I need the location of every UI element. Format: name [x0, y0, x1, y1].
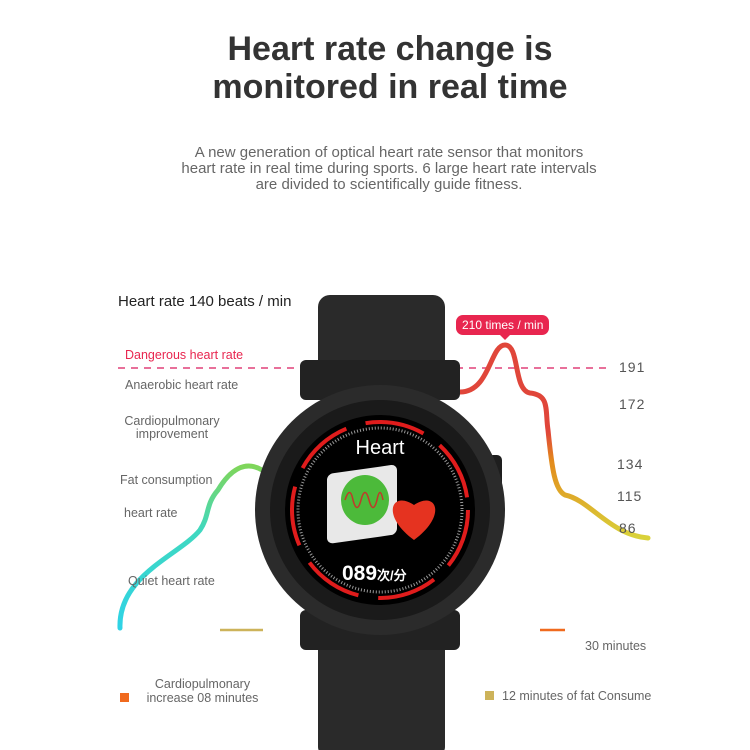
zone-text: Cardiopulmonary: [124, 414, 220, 428]
right-heart-rate-curve: [457, 342, 651, 541]
value-134: 134: [617, 456, 644, 472]
legend-cardio: Cardiopulmonary increase 08 minutes: [140, 677, 265, 705]
description-line: A new generation of optical heart rate s…: [194, 144, 584, 161]
description-line: heart rate in real time during sports. 6…: [181, 160, 597, 177]
peak-rate-bubble: 210 times / min: [456, 315, 550, 340]
zone-heart-rate: heart rate: [124, 506, 178, 520]
headline: Heart rate change is monitored in real ti…: [0, 30, 750, 106]
reading-unit: 次/分: [377, 568, 407, 583]
value-191: 191: [619, 359, 646, 375]
description-line: are divided to scientifically guide fitn…: [255, 176, 523, 193]
screen-title: Heart: [355, 437, 405, 459]
legend-swatch-cardio: [120, 693, 129, 702]
description: A new generation of optical heart rate s…: [0, 145, 750, 193]
headline-line: Heart rate change is: [227, 30, 553, 68]
zone-cardiopulmonary: Cardiopulmonary improvement: [122, 415, 222, 441]
screen-reading: 089次/分: [342, 562, 407, 586]
reading-value: 089: [342, 562, 378, 585]
zone-dangerous: Dangerous heart rate: [125, 348, 244, 362]
value-86: 86: [619, 520, 637, 536]
legend-text: Cardiopulmonary: [154, 677, 251, 691]
value-172: 172: [619, 396, 646, 412]
heart-icon: [392, 500, 436, 540]
zone-fat: Fat consumption: [120, 473, 213, 487]
heart-rate-label: Heart rate 140 beats / min: [118, 293, 292, 310]
zone-quiet: Quiet heart rate: [128, 574, 215, 588]
zone-anaerobic: Anaerobic heart rate: [125, 378, 239, 392]
watch-strap-bottom: [318, 635, 445, 750]
legend-fat: 12 minutes of fat Consume: [502, 689, 652, 703]
left-heart-rate-curve: [117, 463, 265, 631]
screen-ring: [290, 420, 470, 600]
headline-line: monitored in real time: [212, 68, 568, 106]
legend-text: increase 08 minutes: [146, 691, 259, 705]
legend-swatch-fat: [485, 691, 494, 700]
duration-label: 30 minutes: [585, 639, 647, 653]
value-115: 115: [617, 488, 643, 504]
zone-text: improvement: [135, 427, 209, 441]
smartwatch: [255, 295, 505, 750]
